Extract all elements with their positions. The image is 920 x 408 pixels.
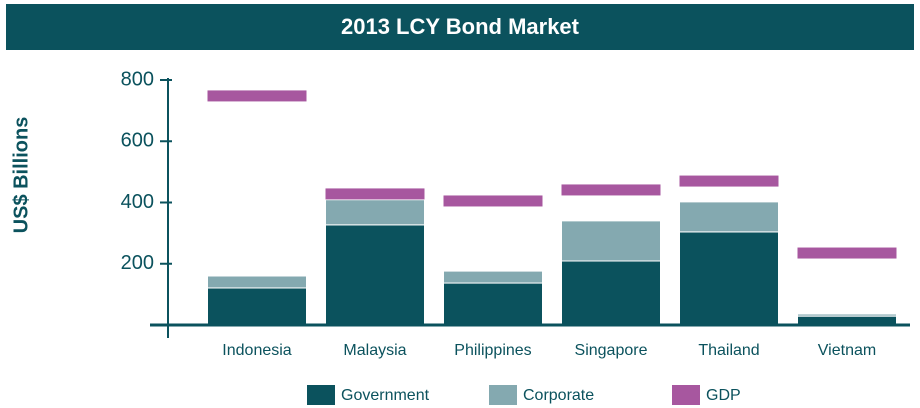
gdp-marker xyxy=(797,247,897,259)
x-tick-label: Philippines xyxy=(454,342,531,359)
gdp-marker xyxy=(443,195,543,207)
bar-segment xyxy=(561,220,661,262)
x-tick-label: Singapore xyxy=(575,342,648,359)
bar-segment xyxy=(679,201,779,233)
legend-label: Government xyxy=(341,387,430,404)
bar-segment xyxy=(207,287,307,326)
bar-segment xyxy=(561,260,661,326)
x-tick-label: Indonesia xyxy=(222,342,291,359)
y-axis-label: US$ Billions xyxy=(10,117,32,234)
gdp-marker xyxy=(207,90,307,102)
bar-segment xyxy=(325,224,425,326)
bar-segment xyxy=(679,231,779,326)
gdp-marker xyxy=(561,184,661,196)
legend-label: GDP xyxy=(706,387,741,404)
y-tick-label: 200 xyxy=(121,252,154,274)
legend-swatch xyxy=(307,385,335,405)
x-tick-label: Vietnam xyxy=(818,342,876,359)
gdp-marker xyxy=(679,175,779,187)
legend-swatch xyxy=(672,385,700,405)
bar-segment xyxy=(797,313,897,317)
x-tick-label: Thailand xyxy=(698,342,759,359)
x-tick-label: Malaysia xyxy=(343,342,406,359)
legend-label: Corporate xyxy=(523,387,594,404)
bar-segment xyxy=(207,275,307,289)
legend-swatch xyxy=(489,385,517,405)
gdp-marker xyxy=(325,188,425,200)
title-bar xyxy=(6,4,914,50)
bar-segment xyxy=(443,282,543,326)
bar-segment xyxy=(443,270,543,284)
y-tick-label: 400 xyxy=(121,191,154,213)
y-tick-label: 600 xyxy=(121,130,154,152)
chart-title: 2013 LCY Bond Market xyxy=(341,14,580,39)
bar-segment xyxy=(325,199,425,226)
y-tick-label: 800 xyxy=(121,68,154,90)
